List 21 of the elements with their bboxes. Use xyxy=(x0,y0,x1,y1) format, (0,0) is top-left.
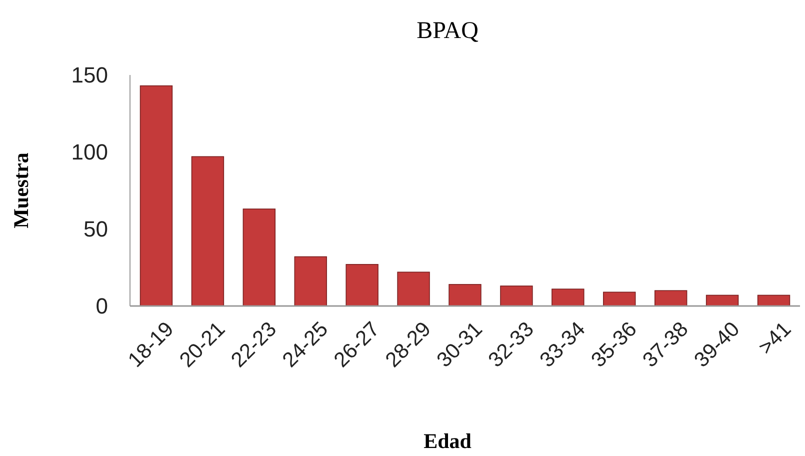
x-axis-title: Edad xyxy=(424,429,472,453)
bar xyxy=(397,272,430,306)
bar xyxy=(448,284,482,306)
y-tick-label: 0 xyxy=(96,294,108,319)
bar xyxy=(654,290,688,306)
y-tick-label: 150 xyxy=(71,62,108,88)
y-tick-label: 50 xyxy=(84,216,108,242)
chart-title: BPAQ xyxy=(416,18,478,44)
bar xyxy=(294,256,327,306)
bar xyxy=(242,208,276,306)
bar xyxy=(191,156,224,306)
bar xyxy=(500,286,533,306)
bar xyxy=(140,85,173,306)
bar xyxy=(603,292,636,306)
y-tick-label: 100 xyxy=(71,140,108,165)
x-tick-label: >41 xyxy=(754,318,796,360)
bar xyxy=(706,294,739,306)
bar xyxy=(757,294,790,306)
y-axis-title: Muestra xyxy=(9,152,33,228)
bar xyxy=(346,264,378,306)
bar xyxy=(552,288,584,306)
